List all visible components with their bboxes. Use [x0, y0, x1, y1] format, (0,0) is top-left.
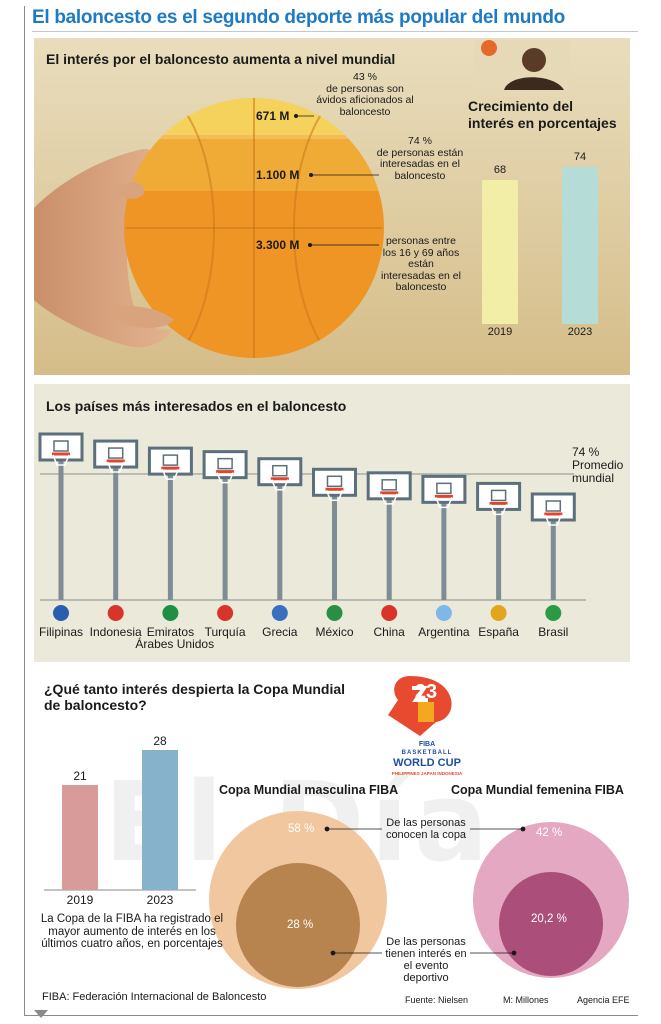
interest-panel: El interés por el baloncesto aumenta a n… [34, 38, 630, 375]
logo-fiba: FIBA [418, 741, 436, 748]
country-name-3: Emiratos Árabes Unidos [135, 625, 215, 651]
flag-icon-4 [217, 605, 234, 621]
womens-title: Copa Mundial femenina FIBA [451, 783, 624, 797]
average-line2: mundial [572, 471, 615, 485]
footer-units: M: Millones [503, 995, 549, 1005]
flag-icon-5 [271, 605, 288, 621]
flag-icon-3 [162, 605, 179, 621]
mens-title: Copa Mundial masculina FIBA [219, 783, 399, 797]
hoop-9 [476, 481, 522, 600]
country-name-5: Grecia [262, 625, 298, 639]
footer-source: Fuente: Nielsen [405, 995, 469, 1005]
country-name-4: Turquía [204, 625, 246, 639]
question-line2: de baloncesto? [44, 697, 147, 713]
growth-title-line1: Crecimiento del [468, 98, 574, 114]
flag-icon-1 [53, 605, 69, 621]
flag-icon-7 [381, 605, 398, 621]
growth-title-line2: interés en porcentajes [468, 115, 617, 131]
infographic-frame [24, 6, 638, 1016]
cup-value-2019: 21 [73, 769, 87, 783]
hoop-6 [312, 467, 357, 600]
country-name-2: Indonesia [89, 625, 142, 639]
frame-notch [34, 1010, 48, 1018]
logo-basketball: BASKETBALL [401, 750, 453, 756]
label-1100m-desc: de personas están interesadas en el balo… [376, 146, 464, 182]
question-title: ¿Qué tanto interés despierta la Copa Mun… [44, 681, 345, 713]
section2-heading: Los países más interesados en el balonce… [46, 398, 347, 414]
flag-icon-6 [326, 605, 343, 621]
country-name-9: España [478, 625, 519, 639]
label-3300m: personas entre los 16 y 69 años están in… [381, 235, 461, 293]
connector-lines [294, 114, 379, 247]
hoop-2 [93, 439, 139, 600]
main-title: El baloncesto es el segundo deporte más … [32, 6, 638, 32]
footer-agency: Agencia EFE [577, 995, 630, 1005]
cup-year-2019: 2019 [66, 893, 94, 907]
growth-bar-2023 [562, 166, 598, 324]
label-671m-desc: de personas son ávidos aficionados al ba… [316, 82, 414, 118]
player-photo [474, 40, 570, 90]
basketball-illustration [34, 40, 570, 358]
country-name-6: México [315, 625, 354, 639]
womens-inner-value: 20,2 % [531, 913, 567, 925]
growth-value-2019: 68 [493, 163, 507, 176]
label-671m-percent: 43 % [353, 71, 377, 83]
outer-circle-label: De las personas conocen la copa [385, 817, 467, 841]
value-3300m: 3.300 M [256, 238, 300, 252]
hoops-chart [38, 432, 586, 621]
hoop-7 [366, 471, 412, 600]
section1-heading: El interés por el baloncesto aumenta a n… [46, 51, 396, 67]
hoop-3 [147, 446, 193, 600]
value-671m: 671 M [256, 109, 290, 123]
hand-icon [34, 149, 172, 348]
label-671m: 43 % de personas son ávidos aficionados … [310, 71, 420, 118]
label-1100m-percent: 74 % [408, 135, 432, 147]
average-label: 74 % Promedio mundial [572, 446, 632, 485]
cup-year-2023: 2023 [146, 893, 174, 907]
growth-bar-2019 [482, 179, 518, 324]
cup-caption: La Copa de la FIBA ha registrado el mayo… [40, 913, 224, 950]
hoop-10 [530, 492, 576, 600]
growth-year-2023: 2023 [567, 326, 593, 338]
logo-hosts: PHILIPPINES JAPAN INDONESIA [391, 771, 463, 776]
inner-circle-label: De las personas tienen interés en el eve… [385, 936, 467, 984]
hoop-1 [38, 432, 84, 600]
flag-icon-10 [545, 605, 562, 621]
womens-outer-value: 42 % [536, 827, 563, 839]
flag-icon-8 [435, 605, 452, 621]
label-1100m: 74 % de personas están interesadas en el… [364, 135, 476, 182]
flag-icon-9 [490, 605, 507, 621]
growth-year-2019: 2019 [487, 326, 513, 338]
mens-outer-value: 58 % [288, 823, 315, 835]
layer-1100m [124, 135, 384, 191]
logo-world-cup: WORLD CUP [393, 757, 461, 769]
cup-value-2023: 28 [153, 734, 167, 748]
hoop-8 [421, 474, 467, 600]
country-name-8: Argentina [418, 625, 470, 639]
value-1100m: 1.100 M [256, 168, 300, 182]
growth-title: Crecimiento del interés en porcentajes [468, 98, 617, 132]
country-name-10: Brasil [538, 625, 569, 639]
flag-icon-2 [107, 605, 124, 621]
hoop-4 [202, 450, 248, 600]
country-name-1: Filipinas [38, 625, 83, 639]
average-pct: 74 % [572, 445, 600, 459]
average-line1: Promedio [572, 458, 624, 472]
mens-inner-value: 28 % [287, 919, 314, 931]
footer-fiba: FIBA: Federación Internacional de Balonc… [42, 991, 267, 1003]
logo-number: 23 [414, 681, 438, 703]
countries-panel: Los países más interesados en el balonce… [34, 384, 630, 662]
hoop-5 [257, 457, 303, 600]
growth-value-2023: 74 [573, 150, 587, 163]
country-name-7: China [373, 625, 405, 639]
question-line1: ¿Qué tanto interés despierta la Copa Mun… [44, 681, 346, 697]
